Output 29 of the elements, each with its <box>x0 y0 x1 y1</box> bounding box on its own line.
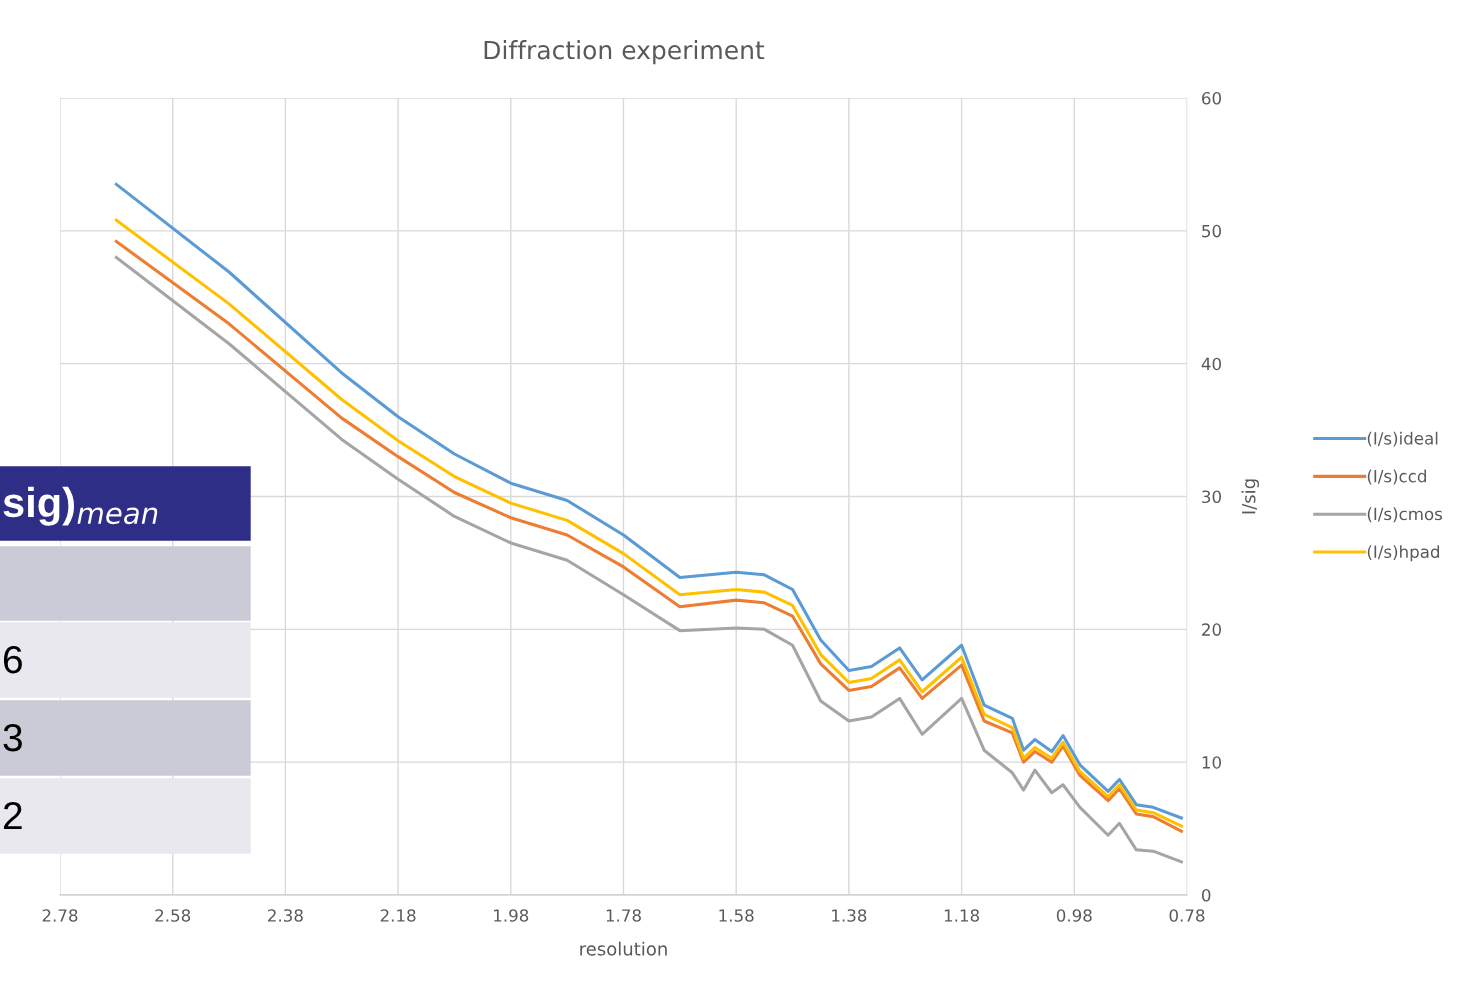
annotation: sig)$_{mean}$ <box>3 486 158 526</box>
x-tick-label: 1.58 <box>719 909 754 922</box>
y-tick-label: 0 <box>1201 888 1211 902</box>
x-tick-label: 2.78 <box>42 909 78 922</box>
y-tick-label: 40 <box>1201 357 1221 371</box>
y-axis-title: I/sig <box>1241 479 1260 514</box>
chart-title: Diffraction experiment <box>484 40 765 65</box>
y-tick-label: 20 <box>1202 623 1221 636</box>
x-tick-label: 1.78 <box>606 909 641 922</box>
legend-label: (I/s)ideal <box>1367 431 1438 447</box>
x-tick-label: 2.18 <box>380 909 416 922</box>
x-tick-label: 1.98 <box>494 909 529 922</box>
x-tick-label: 2.38 <box>268 909 303 922</box>
y-tick-label: 60 <box>1202 91 1221 105</box>
y-tick-label: 10 <box>1202 756 1221 769</box>
y-tick-label: 50 <box>1202 224 1221 238</box>
x-tick-label: 1.18 <box>944 909 980 922</box>
x-tick-label: 1.38 <box>832 909 867 922</box>
y-tick-label: 30 <box>1202 490 1221 504</box>
text: 3 <box>3 723 22 752</box>
legend-label: (I/s)hpad <box>1367 545 1440 562</box>
legend-label: (I/s)ccd <box>1367 469 1426 485</box>
x-axis-title: resolution <box>580 941 667 956</box>
x-tick-label: 0.78 <box>1169 909 1205 922</box>
x-tick-label: 2.58 <box>155 909 191 922</box>
text: 6 <box>3 645 22 674</box>
text: 2 <box>3 801 22 830</box>
legend-label: (I/s)cmos <box>1367 507 1443 523</box>
x-tick-label: 0.98 <box>1056 909 1092 922</box>
